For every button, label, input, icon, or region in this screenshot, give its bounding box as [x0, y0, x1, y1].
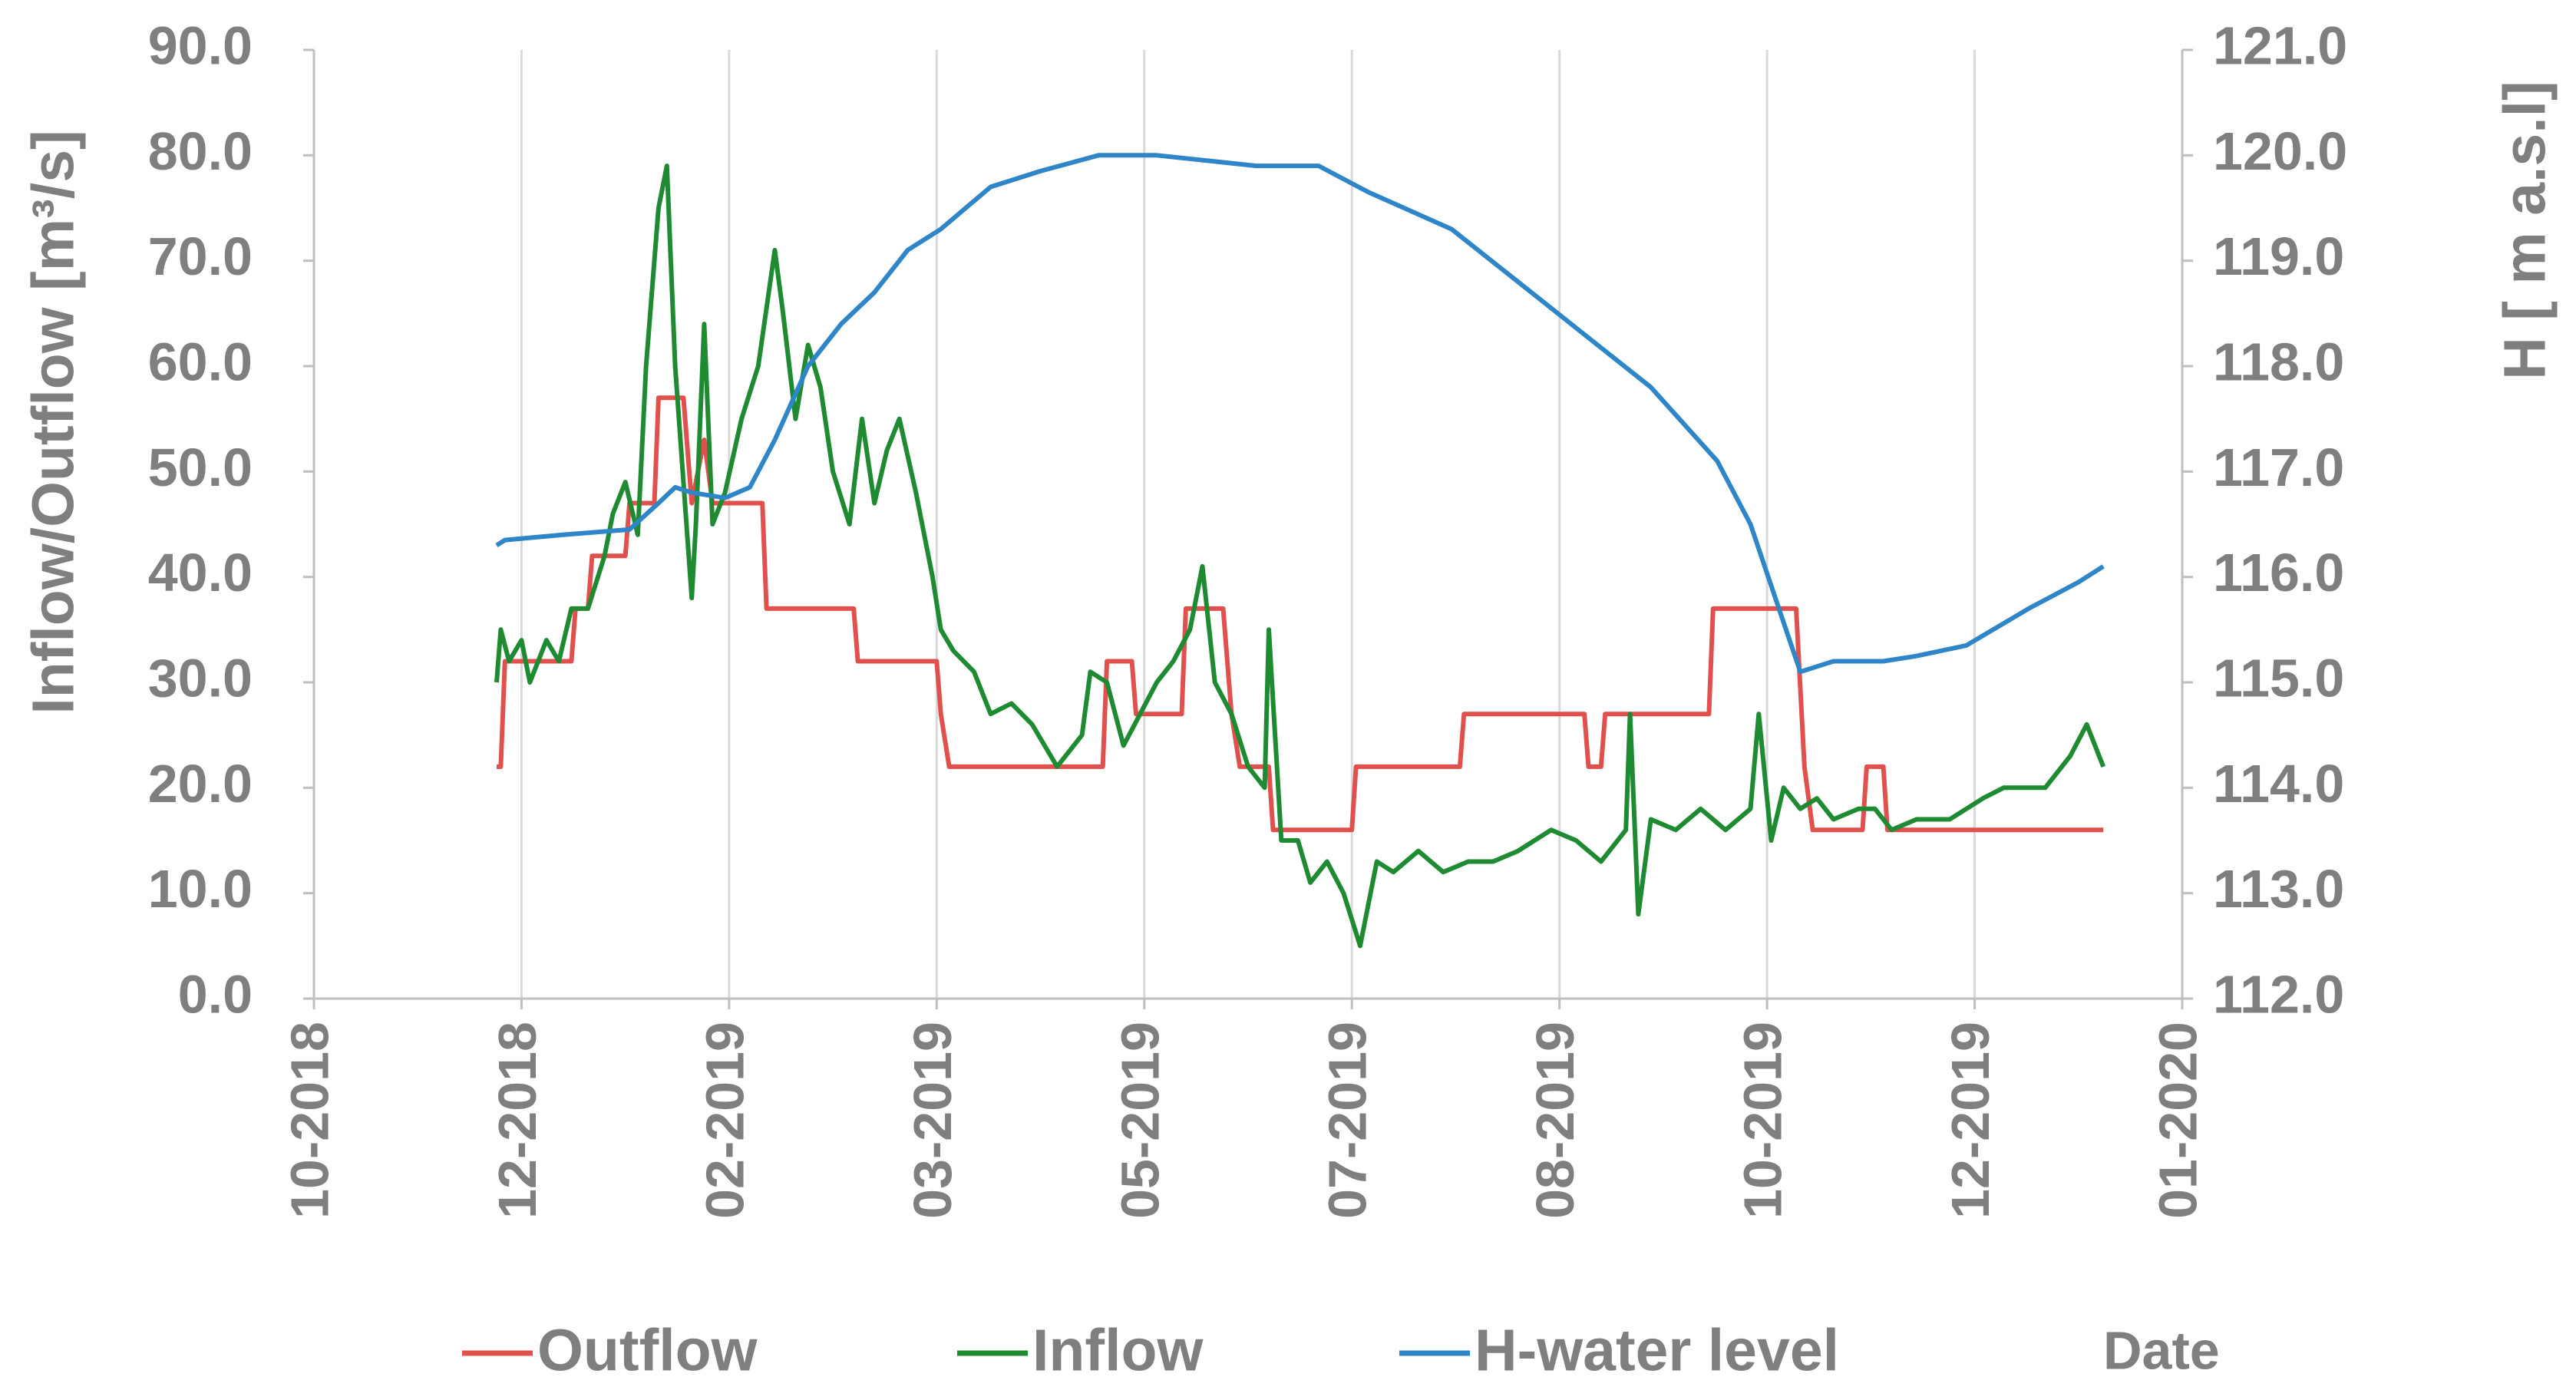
y2-tick-label: 119.0 — [2213, 226, 2344, 286]
series-line — [497, 395, 2104, 833]
y2-tick-label: 112.0 — [2213, 964, 2344, 1024]
y2-tick-label: 115.0 — [2213, 648, 2344, 708]
y-tick-label: 60.0 — [148, 332, 253, 391]
y-axis-title: Inflow/Outflow [m³/s] — [20, 130, 86, 714]
y2-tick-label: 118.0 — [2213, 332, 2344, 391]
y2-tick-label: 120.0 — [2213, 121, 2347, 181]
x-tick-label: 02-2019 — [695, 1022, 755, 1219]
y-tick-label: 90.0 — [148, 15, 253, 75]
x-tick-label: 07-2019 — [1318, 1022, 1378, 1219]
y-tick-label: 0.0 — [178, 964, 253, 1024]
y-tick-label: 20.0 — [148, 754, 253, 814]
x-axis-title: Date — [2103, 1320, 2220, 1380]
x-tick-label: 10-2019 — [1733, 1022, 1793, 1219]
y2-tick-label: 121.0 — [2213, 15, 2347, 75]
x-tick-label: 10-2018 — [279, 1022, 339, 1219]
x-tick-label: 08-2019 — [1525, 1022, 1585, 1219]
y-tick-label: 80.0 — [148, 121, 253, 181]
y2-tick-label: 117.0 — [2213, 438, 2344, 497]
legend-label: Inflow — [1032, 1317, 1204, 1383]
y-tick-label: 10.0 — [148, 859, 253, 919]
y-tick-label: 50.0 — [148, 438, 253, 497]
x-tick-label: 05-2019 — [1110, 1022, 1170, 1219]
y2-tick-label: 113.0 — [2213, 859, 2344, 919]
legend-label: Outflow — [537, 1317, 758, 1383]
x-tick-label: 12-2019 — [1940, 1022, 2000, 1219]
y-tick-label: 30.0 — [148, 648, 253, 708]
y2-tick-label: 114.0 — [2213, 754, 2344, 814]
x-tick-label: 01-2020 — [2148, 1022, 2208, 1219]
y2-tick-label: 116.0 — [2213, 543, 2344, 603]
y-tick-label: 70.0 — [148, 226, 253, 286]
series-line — [495, 153, 2105, 675]
legend-label: H-water level — [1475, 1317, 1839, 1383]
y-tick-label: 40.0 — [148, 543, 253, 603]
y2-axis-title: H [ m a.s.l] — [2492, 81, 2558, 379]
series-line — [494, 163, 2105, 949]
x-tick-label: 03-2019 — [903, 1022, 963, 1219]
x-tick-label: 12-2018 — [487, 1022, 547, 1219]
